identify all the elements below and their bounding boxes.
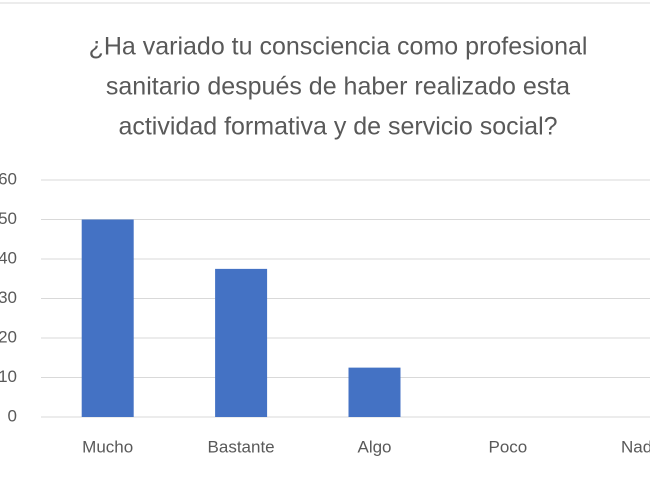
y-tick-label: 30 [0, 288, 17, 307]
chart-title: ¿Ha variado tu consciencia como profesio… [89, 33, 588, 61]
x-tick-label: Algo [357, 437, 391, 456]
y-tick-label: 60 [0, 169, 17, 188]
y-tick-label: 10 [0, 367, 17, 386]
chart-title: actividad formativa y de servicio social… [118, 113, 557, 141]
x-tick-label: Nada [621, 437, 650, 456]
x-tick-label: Bastante [208, 437, 275, 456]
y-tick-label: 50 [0, 209, 17, 228]
y-tick-label: 0 [8, 406, 17, 425]
x-tick-label: Poco [489, 437, 528, 456]
bar [215, 268, 268, 417]
bar [81, 219, 134, 417]
y-tick-label: 40 [0, 248, 17, 267]
chart-title: sanitario después de haber realizado est… [106, 73, 570, 101]
bar [348, 367, 401, 417]
y-tick-label: 20 [0, 327, 17, 346]
x-tick-label: Mucho [82, 437, 133, 456]
